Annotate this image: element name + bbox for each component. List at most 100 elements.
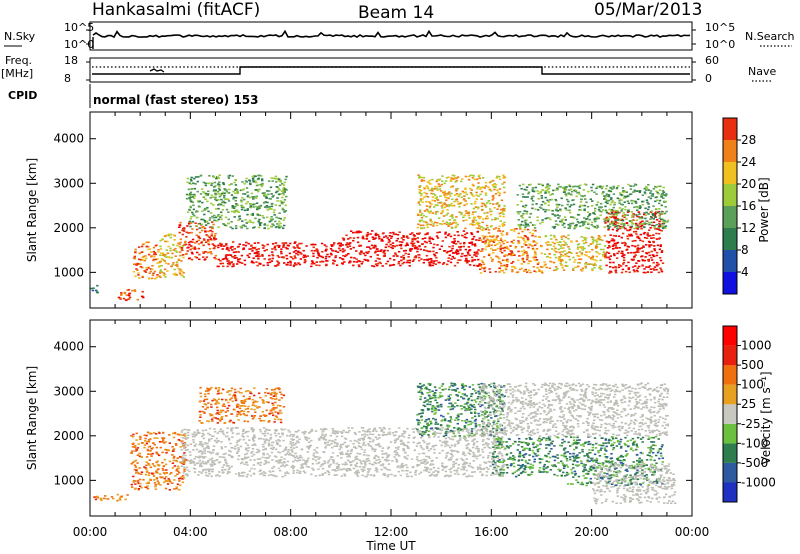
scatter-cell bbox=[395, 461, 398, 463]
scatter-cell bbox=[425, 445, 429, 448]
scatter-cell bbox=[626, 214, 629, 216]
scatter-cell bbox=[180, 247, 184, 249]
scatter-cell bbox=[506, 258, 509, 261]
scatter-cell bbox=[136, 471, 140, 474]
scatter-cell bbox=[532, 256, 535, 259]
scatter-cell bbox=[228, 261, 231, 264]
scatter-cell bbox=[455, 190, 458, 192]
scatter-cell bbox=[219, 242, 222, 245]
scatter-cell bbox=[564, 187, 567, 189]
scatter-cell bbox=[609, 198, 613, 201]
scatter-cell bbox=[492, 249, 495, 251]
scatter-cell bbox=[607, 241, 610, 244]
scatter-cell bbox=[521, 217, 524, 219]
scatter-cell bbox=[652, 188, 655, 190]
scatter-cell bbox=[660, 250, 664, 252]
scatter-cell bbox=[294, 241, 297, 243]
scatter-cell bbox=[224, 452, 227, 455]
scatter-cell bbox=[654, 200, 657, 203]
scatter-cell bbox=[662, 191, 666, 194]
scatter-cell bbox=[501, 234, 504, 236]
scatter-cell bbox=[214, 258, 218, 260]
scatter-cell bbox=[182, 271, 185, 274]
scatter-cell bbox=[255, 205, 258, 208]
scatter-cell bbox=[277, 193, 281, 196]
scatter-cell bbox=[595, 204, 598, 206]
scatter-cell bbox=[224, 201, 227, 204]
scatter-cell bbox=[315, 261, 318, 263]
scatter-cell bbox=[517, 232, 520, 235]
scatter-cell bbox=[134, 450, 137, 452]
scatter-cell bbox=[499, 248, 502, 251]
scatter-cell bbox=[373, 238, 376, 240]
scatter-cell bbox=[226, 435, 229, 437]
scatter-cell bbox=[245, 202, 248, 205]
scatter-cell bbox=[427, 258, 431, 260]
scatter-cell bbox=[469, 223, 472, 226]
scatter-cell bbox=[265, 196, 268, 199]
scatter-cell bbox=[271, 257, 274, 260]
scatter-cell bbox=[211, 461, 214, 464]
scatter-cell bbox=[369, 248, 372, 250]
scatter-cell bbox=[535, 259, 539, 261]
scatter-cell bbox=[420, 219, 424, 222]
scatter-cell bbox=[460, 255, 463, 258]
scatter-cell bbox=[534, 235, 537, 238]
scatter-cell bbox=[658, 202, 661, 205]
scatter-cell bbox=[612, 224, 615, 226]
scatter-cell bbox=[136, 269, 139, 271]
scatter-cell bbox=[262, 452, 265, 455]
scatter-cell bbox=[246, 464, 249, 466]
scatter-cell bbox=[467, 465, 470, 467]
scatter-cell bbox=[441, 263, 445, 265]
scatter-cell bbox=[481, 474, 484, 477]
scatter-cell bbox=[374, 467, 378, 469]
scatter-cell bbox=[219, 260, 222, 262]
scatter-cell bbox=[604, 201, 608, 204]
scatter-cell bbox=[369, 474, 372, 476]
scatter-cell bbox=[182, 256, 185, 259]
scatter-cell bbox=[537, 209, 540, 211]
scatter-cell bbox=[659, 259, 663, 262]
scatter-cell bbox=[430, 192, 433, 195]
nave-tick-bottom: 0 bbox=[705, 72, 712, 85]
scatter-cell bbox=[322, 437, 326, 439]
scatter-cell bbox=[576, 243, 580, 246]
scatter-cell bbox=[614, 235, 617, 237]
scatter-cell bbox=[527, 225, 530, 227]
scatter-cell bbox=[255, 451, 258, 454]
scatter-cell bbox=[272, 441, 275, 444]
scatter-cell bbox=[473, 202, 477, 205]
scatter-cell bbox=[330, 245, 334, 247]
scatter-cell bbox=[395, 460, 399, 462]
scatter-cell bbox=[581, 246, 584, 248]
scatter-cell bbox=[425, 200, 428, 203]
scatter-cell bbox=[133, 290, 137, 292]
scatter-cell bbox=[244, 180, 248, 182]
scatter-cell bbox=[183, 228, 186, 230]
scatter-cell bbox=[447, 197, 450, 200]
scatter-cell bbox=[620, 222, 623, 225]
scatter-cell bbox=[638, 216, 641, 219]
scatter-cell bbox=[566, 252, 569, 254]
scatter-cell bbox=[557, 257, 561, 260]
scatter-cell bbox=[248, 196, 252, 199]
scatter-cell bbox=[621, 203, 624, 206]
scatter-cell bbox=[198, 200, 201, 203]
scatter-cell bbox=[292, 435, 295, 438]
scatter-cell bbox=[212, 175, 215, 177]
scatter-cell bbox=[525, 251, 528, 253]
scatter-cell bbox=[325, 264, 328, 267]
scatter-cell bbox=[181, 440, 184, 442]
scatter-cell bbox=[471, 434, 474, 437]
scatter-cell bbox=[567, 251, 571, 253]
scatter-cell bbox=[343, 261, 346, 263]
scatter-cell bbox=[343, 473, 346, 475]
scatter-cell bbox=[593, 217, 597, 220]
scatter-cell bbox=[605, 218, 608, 221]
scatter-cell bbox=[653, 249, 657, 252]
scatter-cell bbox=[454, 181, 457, 183]
scatter-cell bbox=[607, 219, 610, 222]
scatter-cell bbox=[162, 465, 166, 468]
scatter-cell bbox=[594, 264, 597, 266]
